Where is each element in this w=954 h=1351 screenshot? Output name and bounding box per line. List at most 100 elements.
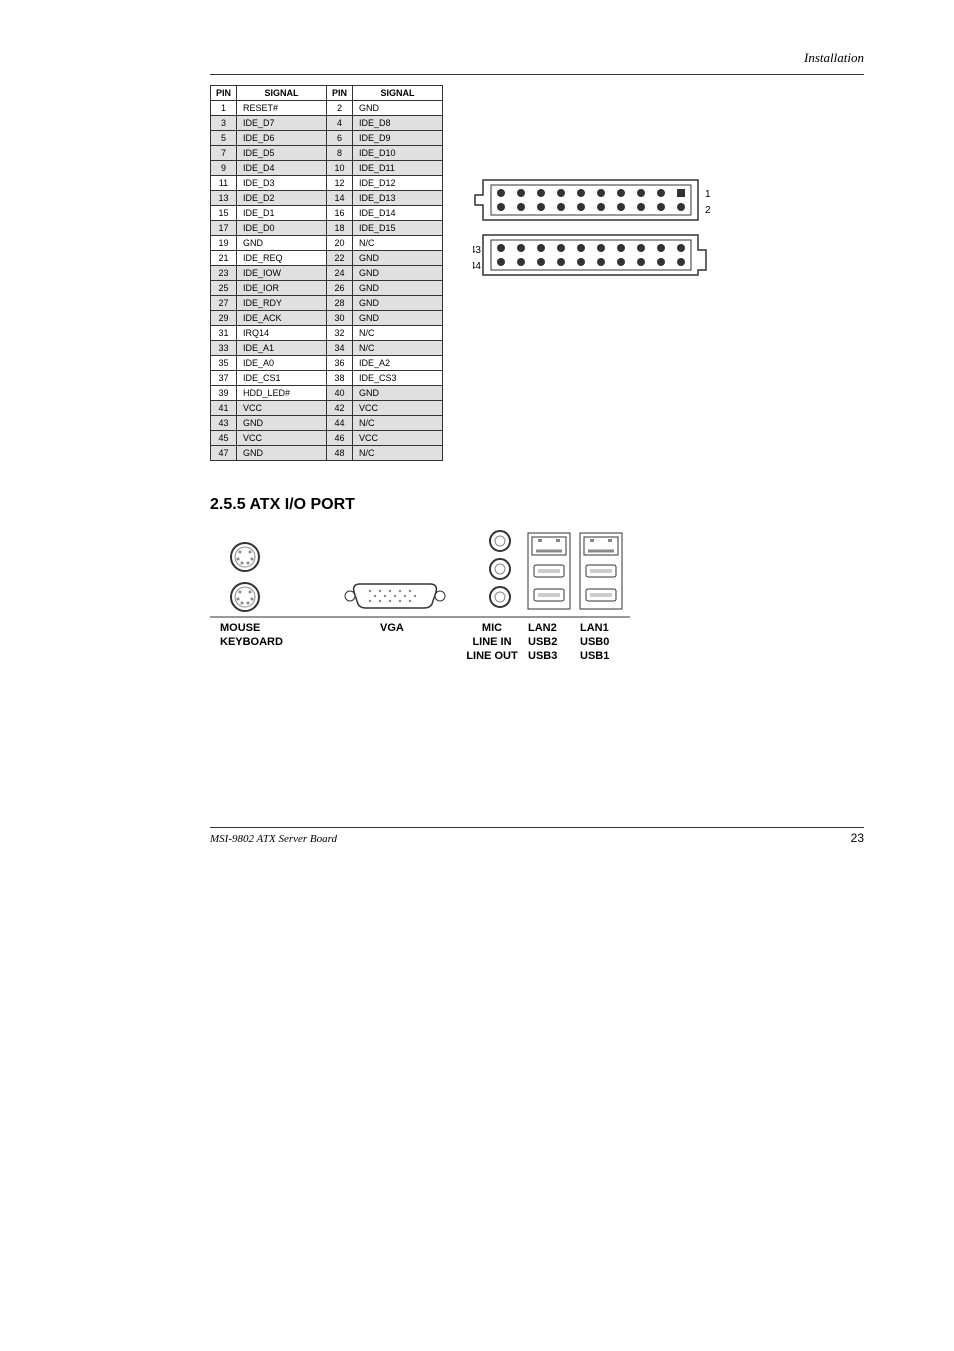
table-cell: 36 — [327, 356, 353, 371]
svg-text:USB2: USB2 — [528, 636, 557, 648]
table-cell: 27 — [211, 296, 237, 311]
table-cell: IDE_RDY — [237, 296, 327, 311]
table-cell: IDE_IOR — [237, 281, 327, 296]
table-cell: IDE_D5 — [237, 146, 327, 161]
svg-text:2: 2 — [705, 205, 711, 216]
table-cell: 18 — [327, 221, 353, 236]
svg-text:USB3: USB3 — [528, 650, 557, 662]
svg-text:KEYBOARD: KEYBOARD — [220, 636, 283, 648]
table-cell: VCC — [353, 431, 443, 446]
header-text: Installation — [210, 50, 864, 66]
table-cell: IDE_D4 — [237, 161, 327, 176]
svg-text:VGA: VGA — [380, 622, 404, 634]
table-cell: IDE_D13 — [353, 191, 443, 206]
table-cell: 11 — [211, 176, 237, 191]
table-cell: 19 — [211, 236, 237, 251]
table-cell: 5 — [211, 131, 237, 146]
table-cell: 14 — [327, 191, 353, 206]
table-cell: N/C — [353, 446, 443, 461]
table-cell: 10 — [327, 161, 353, 176]
table-cell: IDE_D2 — [237, 191, 327, 206]
table-cell: 20 — [327, 236, 353, 251]
table-cell: 30 — [327, 311, 353, 326]
table-cell: 1 — [211, 101, 237, 116]
svg-text:LAN1: LAN1 — [580, 622, 609, 634]
table-cell: IDE_A0 — [237, 356, 327, 371]
table-cell: 43 — [211, 416, 237, 431]
table-cell: IDE_A1 — [237, 341, 327, 356]
table-cell: 45 — [211, 431, 237, 446]
table-cell: N/C — [353, 236, 443, 251]
table-cell: HDD_LED# — [237, 386, 327, 401]
table-cell: 26 — [327, 281, 353, 296]
table-cell: VCC — [353, 401, 443, 416]
svg-text:44: 44 — [473, 261, 481, 272]
table-cell: 3 — [211, 116, 237, 131]
table-cell: GND — [237, 236, 327, 251]
table-cell: 7 — [211, 146, 237, 161]
table-cell: GND — [353, 281, 443, 296]
table-cell: VCC — [237, 431, 327, 446]
table-cell: IDE_D8 — [353, 116, 443, 131]
table-cell: 23 — [211, 266, 237, 281]
table-cell: IDE_D1 — [237, 206, 327, 221]
table-cell: 44 — [327, 416, 353, 431]
svg-text:USB1: USB1 — [580, 650, 609, 662]
table-cell: 29 — [211, 311, 237, 326]
table-cell: VCC — [237, 401, 327, 416]
table-cell: GND — [237, 446, 327, 461]
table-cell: GND — [237, 416, 327, 431]
table-cell: IDE_D10 — [353, 146, 443, 161]
table-cell: GND — [353, 386, 443, 401]
table-cell: GND — [353, 296, 443, 311]
svg-text:USB0: USB0 — [580, 636, 609, 648]
table-cell: IDE_D12 — [353, 176, 443, 191]
svg-text:43: 43 — [473, 245, 481, 256]
table-cell: 34 — [327, 341, 353, 356]
th-pin1: PIN — [211, 86, 237, 101]
table-cell: 16 — [327, 206, 353, 221]
table-cell: 31 — [211, 326, 237, 341]
table-cell: IDE_IOW — [237, 266, 327, 281]
table-cell: 37 — [211, 371, 237, 386]
table-cell: 15 — [211, 206, 237, 221]
th-pin2: PIN — [327, 86, 353, 101]
io-panel: MOUSE KEYBOARD VGA MIC LINE IN LINE OUT … — [210, 529, 864, 724]
table-cell: 13 — [211, 191, 237, 206]
table-cell: N/C — [353, 416, 443, 431]
pin-table: PIN SIGNAL PIN SIGNAL 1RESET#2GND3IDE_D7… — [210, 85, 443, 461]
table-cell: 40 — [327, 386, 353, 401]
table-cell: 33 — [211, 341, 237, 356]
table-cell: 6 — [327, 131, 353, 146]
table-cell: 4 — [327, 116, 353, 131]
footer-left: MSI-9802 ATX Server Board — [210, 833, 337, 845]
table-cell: GND — [353, 101, 443, 116]
table-cell: 41 — [211, 401, 237, 416]
table-cell: 39 — [211, 386, 237, 401]
table-cell: IDE_ACK — [237, 311, 327, 326]
header-rule — [210, 74, 864, 75]
table-cell: 22 — [327, 251, 353, 266]
table-cell: 32 — [327, 326, 353, 341]
table-cell: 48 — [327, 446, 353, 461]
table-cell: IDE_D11 — [353, 161, 443, 176]
table-cell: IDE_A2 — [353, 356, 443, 371]
table-cell: 42 — [327, 401, 353, 416]
table-cell: N/C — [353, 326, 443, 341]
table-cell: IDE_D0 — [237, 221, 327, 236]
table-cell: GND — [353, 311, 443, 326]
table-cell: IDE_CS1 — [237, 371, 327, 386]
table-cell: 12 — [327, 176, 353, 191]
table-cell: 17 — [211, 221, 237, 236]
table-cell: 28 — [327, 296, 353, 311]
table-cell: 47 — [211, 446, 237, 461]
svg-text:LINE IN: LINE IN — [472, 636, 511, 648]
table-cell: 25 — [211, 281, 237, 296]
table-cell: 21 — [211, 251, 237, 266]
table-cell: IDE_D7 — [237, 116, 327, 131]
table-cell: IDE_CS3 — [353, 371, 443, 386]
table-cell: IDE_D9 — [353, 131, 443, 146]
table-cell: N/C — [353, 341, 443, 356]
table-cell: RESET# — [237, 101, 327, 116]
th-sig1: SIGNAL — [237, 86, 327, 101]
